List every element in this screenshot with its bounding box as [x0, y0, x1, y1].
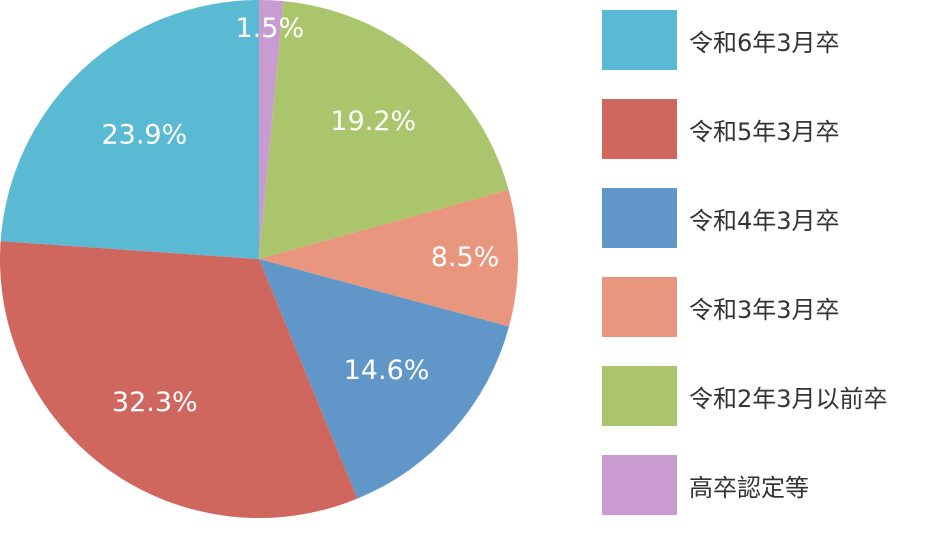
pie-slice: [0, 0, 260, 259]
pie-slice: [259, 1, 509, 260]
pie-slice: [259, 259, 510, 499]
legend-label: 令和6年3月卒: [689, 28, 840, 57]
chart-container: 1.5% 19.2% 8.5% 14.6% 32.3% 23.9% 令和6年3月卒 令和5…: [0, 0, 888, 518]
legend-item: 令和6年3月卒: [602, 10, 888, 70]
legend: 令和6年3月卒 令和5年3月卒 令和4年3月卒 令和3年3月卒 令和2年3月以前…: [602, 10, 888, 544]
slice-value-label: 32.3%: [112, 387, 198, 418]
legend-item: 令和3年3月卒: [602, 277, 888, 337]
legend-swatch: [602, 10, 677, 70]
legend-swatch: [602, 277, 677, 337]
legend-swatch: [602, 366, 677, 426]
legend-swatch: [602, 455, 677, 515]
slice-value-label: 8.5%: [431, 242, 500, 273]
legend-item: 高卒認定等: [602, 455, 888, 515]
legend-label: 高卒認定等: [689, 473, 809, 502]
legend-label: 令和5年3月卒: [689, 117, 840, 146]
legend-label: 令和4年3月卒: [689, 206, 840, 235]
pie-chart: 1.5% 19.2% 8.5% 14.6% 32.3% 23.9%: [0, 0, 518, 518]
legend-swatch: [602, 188, 677, 248]
legend-item: 令和5年3月卒: [602, 99, 888, 159]
legend-item: 令和2年3月以前卒: [602, 366, 888, 426]
slice-value-label: 14.6%: [344, 355, 430, 386]
slice-value-label: 19.2%: [330, 106, 416, 137]
slice-value-label: 23.9%: [101, 120, 187, 151]
legend-swatch: [602, 99, 677, 159]
pie-slice: [0, 241, 358, 518]
pie-slice: [259, 189, 518, 327]
legend-label: 令和3年3月卒: [689, 295, 840, 324]
pie-slice: [259, 0, 284, 259]
legend-item: 令和4年3月卒: [602, 188, 888, 248]
slice-value-label: 1.5%: [236, 13, 305, 44]
legend-label: 令和2年3月以前卒: [689, 384, 888, 413]
